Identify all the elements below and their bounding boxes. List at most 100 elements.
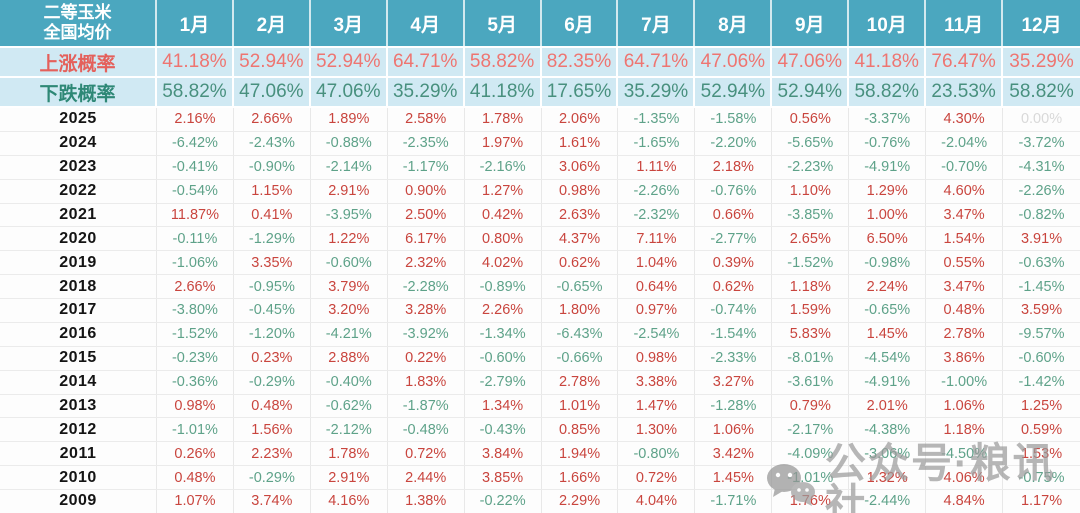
value-cell: 2.91% bbox=[311, 466, 388, 489]
value-cell: -1.52% bbox=[772, 251, 850, 275]
value-cell: -4.38% bbox=[849, 418, 927, 442]
probability-value-cell: 58.82% bbox=[1009, 81, 1074, 102]
probability-value-cell: 23.53% bbox=[926, 78, 1004, 106]
value-cell: 1.76% bbox=[772, 490, 850, 513]
value-cell: -1.34% bbox=[465, 322, 542, 346]
value-cell: 2.32% bbox=[388, 251, 465, 275]
value-cell: -2.16% bbox=[465, 155, 542, 179]
value-cell: 5.83% bbox=[772, 322, 850, 346]
value-cell: -3.80% bbox=[157, 299, 234, 322]
value-cell: 2.88% bbox=[311, 346, 388, 370]
value-cell: -0.48% bbox=[388, 418, 465, 442]
value-cell: -4.91% bbox=[849, 370, 927, 394]
value-cell: -2.28% bbox=[388, 275, 465, 298]
value-cell: -1.06% bbox=[157, 251, 234, 275]
value-cell: -2.26% bbox=[1018, 183, 1065, 200]
value-cell: 1.54% bbox=[926, 227, 1004, 251]
value-cell: 1.10% bbox=[772, 179, 850, 203]
value-cell: 3.06% bbox=[542, 155, 619, 179]
year-label: 2009 bbox=[0, 490, 157, 513]
value-cell: 1.07% bbox=[157, 490, 234, 513]
value-cell: 2.66% bbox=[234, 108, 311, 131]
value-cell: 3.47% bbox=[926, 275, 1004, 298]
year-label: 2012 bbox=[0, 418, 157, 442]
probability-value-cell: 47.06% bbox=[234, 78, 311, 106]
value-cell: -2.32% bbox=[618, 203, 696, 227]
probability-value-cell: 41.18% bbox=[157, 48, 234, 76]
month-header-9: 9月 bbox=[772, 0, 850, 46]
value-cell: -4.09% bbox=[772, 442, 850, 466]
table-row-2017: 2017 -3.80% -0.45% 3.20% 3.28% 2.26% 1.80% 0.97… bbox=[0, 298, 1080, 322]
table-row-2009: 2009 1.07% 3.74% 4.16% 1.38% -0.22% 2.29% 4.04%… bbox=[0, 489, 1080, 513]
value-cell: 1.11% bbox=[618, 155, 696, 179]
probability-value-cell: 58.82% bbox=[849, 78, 927, 106]
probability-value-cell: 41.18% bbox=[465, 78, 542, 106]
value-cell: 0.41% bbox=[234, 203, 311, 227]
probability-value-cell: 47.06% bbox=[311, 78, 388, 106]
value-cell: 3.28% bbox=[388, 299, 465, 322]
value-cell: -2.54% bbox=[618, 322, 696, 346]
month-header-1: 1月 bbox=[157, 0, 234, 46]
value-cell: 3.47% bbox=[926, 203, 1004, 227]
value-cell: -1.35% bbox=[618, 108, 696, 131]
value-cell: -0.80% bbox=[618, 442, 696, 466]
value-cell: 1.94% bbox=[542, 442, 619, 466]
value-cell: 1.06% bbox=[926, 394, 1004, 418]
value-cell: 0.62% bbox=[695, 275, 773, 298]
value-cell: -1.71% bbox=[695, 490, 773, 513]
month-header-10: 10月 bbox=[849, 0, 927, 46]
table-row-2016: 2016 -1.52% -1.20% -4.21% -3.92% -1.34% -6.43%… bbox=[0, 321, 1080, 346]
value-cell: 1.80% bbox=[542, 299, 619, 322]
value-cell: 1.89% bbox=[311, 108, 388, 131]
value-cell: 3.74% bbox=[234, 490, 311, 513]
value-cell: -2.44% bbox=[849, 490, 927, 513]
value-cell: -1.29% bbox=[234, 227, 311, 251]
value-cell: -2.14% bbox=[311, 155, 388, 179]
value-cell: 4.06% bbox=[926, 466, 1004, 489]
value-cell: 1.04% bbox=[618, 251, 696, 275]
value-cell: -0.76% bbox=[849, 131, 927, 155]
value-cell: 0.85% bbox=[542, 418, 619, 442]
value-cell: 0.48% bbox=[926, 299, 1004, 322]
value-cell: 1.38% bbox=[388, 490, 465, 513]
table-body: 2025 2.16% 2.66% 1.89% 2.58% 1.78% 2.06% -1.35%… bbox=[0, 108, 1080, 513]
probability-value-cell: 47.06% bbox=[695, 48, 773, 76]
value-cell: 2.65% bbox=[772, 227, 850, 251]
table-row-2018: 2018 2.66% -0.95% 3.79% -2.28% -0.89% -0.65% 0.… bbox=[0, 274, 1080, 298]
value-cell: -3.06% bbox=[849, 442, 927, 466]
probability-value-cell: 76.47% bbox=[926, 48, 1004, 76]
value-cell: -1.65% bbox=[618, 131, 696, 155]
year-label: 2024 bbox=[0, 131, 157, 155]
probability-value-cell: 52.94% bbox=[234, 48, 311, 76]
value-cell: -0.75% bbox=[1018, 469, 1065, 486]
value-cell: 1.45% bbox=[695, 466, 773, 489]
value-cell: 2.58% bbox=[388, 108, 465, 131]
value-cell: 0.48% bbox=[157, 466, 234, 489]
value-cell: -0.88% bbox=[311, 131, 388, 155]
probability-value-cell: 64.71% bbox=[388, 48, 465, 76]
value-cell: -1.58% bbox=[695, 108, 773, 131]
value-cell: -1.00% bbox=[926, 370, 1004, 394]
value-cell: -0.90% bbox=[234, 155, 311, 179]
value-cell: -1.45% bbox=[1018, 278, 1065, 295]
value-cell: 2.29% bbox=[542, 490, 619, 513]
value-cell: 2.18% bbox=[695, 155, 773, 179]
table-row-2023: 2023 -0.41% -0.90% -2.14% -1.17% -2.16% 3.06% 1… bbox=[0, 154, 1080, 179]
value-cell: -4.54% bbox=[849, 346, 927, 370]
value-cell: -1.17% bbox=[388, 155, 465, 179]
value-cell: -0.45% bbox=[234, 299, 311, 322]
value-cell: 1.78% bbox=[311, 442, 388, 466]
value-cell: -0.40% bbox=[311, 370, 388, 394]
value-cell: 3.59% bbox=[1020, 302, 1063, 319]
corner-title-line2: 全国均价 bbox=[43, 23, 112, 42]
value-cell: -1.01% bbox=[772, 466, 850, 489]
value-cell: 1.59% bbox=[772, 299, 850, 322]
value-cell: 1.30% bbox=[618, 418, 696, 442]
probability-row-down: 下跌概率 58.82% 47.06% 47.06% 35.29% 41.18% 17.65%… bbox=[0, 78, 1080, 106]
year-label: 2025 bbox=[0, 108, 157, 131]
month-header-7: 7月 bbox=[618, 0, 696, 46]
value-cell: 1.00% bbox=[849, 203, 927, 227]
table-row-2019: 2019 -1.06% 3.35% -0.60% 2.32% 4.02% 0.62% 1.04… bbox=[0, 250, 1080, 275]
corner-title: 二等玉米 全国均价 bbox=[0, 0, 157, 46]
